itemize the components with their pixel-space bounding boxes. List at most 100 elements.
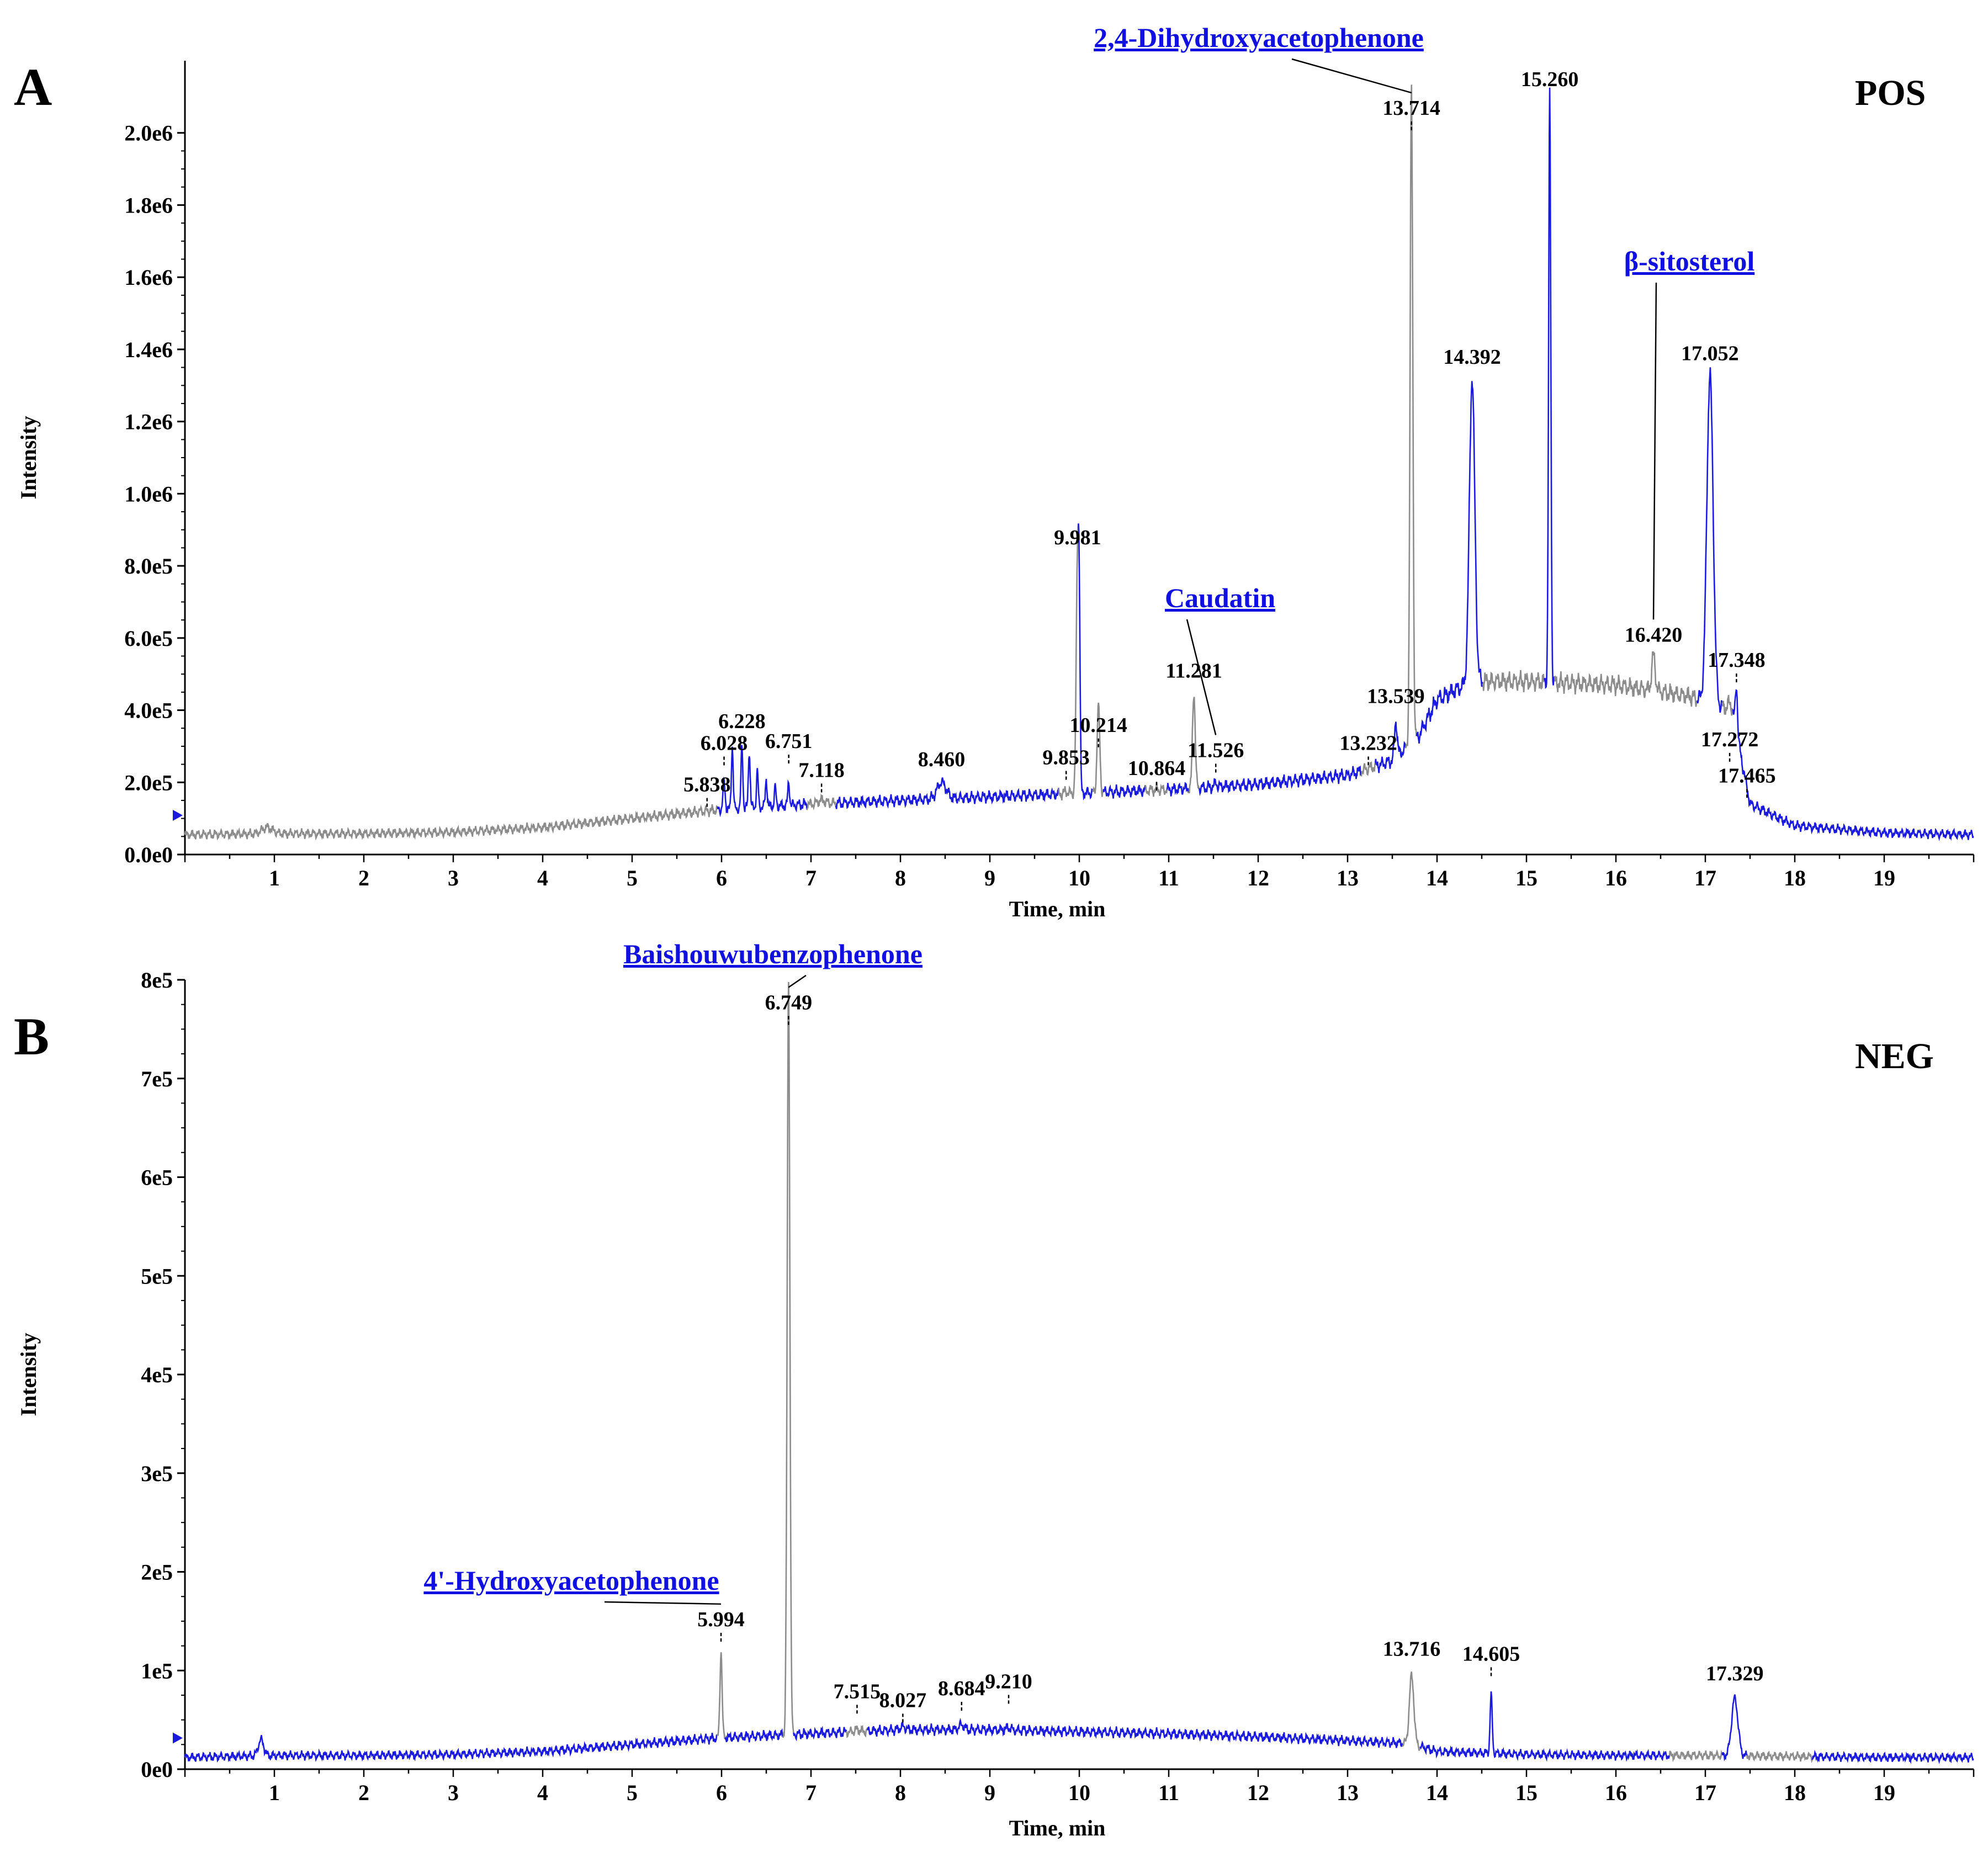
y-tick-label: 6.0e5	[124, 626, 173, 651]
y-tick-label: 2e5	[141, 1560, 173, 1585]
x-tick-label: 12	[1247, 1780, 1269, 1805]
trace-segment	[717, 745, 808, 818]
compound-pointer-line	[1652, 282, 1657, 620]
trace-segment	[716, 1652, 726, 1739]
x-tick-label: 14	[1426, 866, 1448, 890]
compound-name-label: 2,4-Dihydroxyacetophenone	[1094, 22, 1424, 53]
compound-name-label: β-sitosterol	[1624, 246, 1755, 277]
y-tick-label: 1e5	[141, 1658, 173, 1683]
x-tick-label: 13	[1337, 866, 1359, 890]
peak-retention-label: 6.749	[765, 991, 813, 1015]
x-tick-label: 2	[358, 1780, 369, 1805]
peak-retention-label: 5.994	[697, 1608, 745, 1631]
trace-segment	[184, 1732, 718, 1763]
y-tick-label: 1.4e6	[124, 337, 173, 362]
x-tick-label: 10	[1068, 866, 1090, 890]
trace-segment	[1668, 1749, 1723, 1763]
y-tick-label: 8.0e5	[124, 554, 173, 579]
peak-retention-label: 13.232	[1339, 731, 1397, 755]
x-tick-label: 3	[448, 866, 459, 890]
peak-retention-label: 14.605	[1462, 1642, 1520, 1665]
x-tick-label: 14	[1426, 1780, 1448, 1805]
x-tick-label: 6	[716, 1780, 727, 1805]
peak-retention-label: 11.526	[1188, 739, 1244, 762]
x-tick-label: 11	[1158, 866, 1179, 890]
trace-segment	[806, 793, 836, 811]
trace-segment	[1402, 1671, 1422, 1751]
peak-retention-label: 7.118	[798, 758, 844, 782]
x-tick-label: 1	[269, 1780, 280, 1805]
trace-segment	[1554, 651, 1698, 707]
peak-retention-label: 8.027	[879, 1689, 927, 1712]
x-axis-title: Time, min	[1009, 896, 1106, 921]
baseline-marker-icon	[173, 1732, 183, 1744]
x-tick-label: 1	[269, 866, 280, 890]
y-tick-label: 3e5	[141, 1461, 173, 1486]
panel-a-pos-chromatogram: A POS 0.0e0 2.0e5 4.0e5 6.0e5 8.0e5 1.0e6 1.2e6 1…	[14, 22, 1975, 921]
x-tick-label: 7	[805, 1780, 817, 1805]
compound-name-label: 4'-Hydroxyacetophenone	[423, 1565, 719, 1596]
peak-retention-label: 9.853	[1042, 746, 1090, 770]
trace-segment	[724, 1728, 783, 1743]
ionization-mode-label: NEG	[1855, 1036, 1934, 1076]
x-tick-label: 13	[1337, 1780, 1359, 1805]
y-tick-label: 5e5	[141, 1264, 173, 1288]
panel-letter: A	[14, 57, 52, 116]
x-tick-label: 18	[1784, 1780, 1806, 1805]
x-tick-label: 8	[895, 1780, 906, 1805]
trace-segment	[1419, 1691, 1671, 1762]
y-tick-label: 0e0	[141, 1757, 173, 1782]
x-tick-label: 17	[1694, 866, 1716, 890]
trace-segment	[845, 1724, 868, 1738]
x-tick-label: 4	[537, 866, 548, 890]
y-tick-label: 6e5	[141, 1165, 173, 1190]
peak-retention-label: 6.028	[701, 731, 748, 755]
panel-letter: B	[14, 1007, 49, 1066]
x-tick-label: 9	[984, 1780, 995, 1805]
y-tick-label: 0.0e0	[124, 842, 173, 867]
x-tick-label: 19	[1873, 1780, 1895, 1805]
peak-retention-label: 7.515	[834, 1680, 881, 1703]
y-tick-label: 2.0e5	[124, 770, 173, 795]
x-tick-label: 8	[895, 866, 906, 890]
x-tick-label: 15	[1515, 1780, 1538, 1805]
trace-segment	[1078, 523, 1093, 800]
y-tick-label: 4.0e5	[124, 698, 173, 723]
x-tick-label: 11	[1158, 1780, 1179, 1805]
trace-segment	[1405, 84, 1417, 749]
peak-retention-label: 6.228	[718, 710, 766, 733]
compound-name-label: Baishouwubenzophenone	[623, 938, 923, 969]
x-tick-label: 5	[627, 1780, 638, 1805]
y-tick-label: 1.8e6	[124, 193, 173, 217]
y-tick-label: 2.0e6	[124, 121, 173, 146]
peak-retention-label: 16.420	[1625, 623, 1683, 646]
peak-retention-label: 10.864	[1128, 757, 1186, 780]
peak-retention-label: 11.281	[1165, 660, 1222, 683]
x-tick-label: 5	[627, 866, 638, 890]
peak-retention-label: 17.465	[1718, 764, 1776, 787]
trace-segment	[1374, 721, 1407, 773]
chromatogram-trace	[184, 981, 1974, 1764]
x-tick-label: 4	[537, 1780, 548, 1805]
y-tick-label: 1.0e6	[124, 481, 173, 506]
trace-segment	[1102, 784, 1147, 799]
peak-retention-label: 17.272	[1701, 728, 1759, 751]
trace-segment	[1166, 782, 1189, 797]
trace-segment	[866, 1718, 1403, 1748]
trace-segment	[1746, 1750, 1813, 1764]
compound-pointer-line	[788, 974, 807, 988]
peak-retention-label: 13.539	[1367, 684, 1425, 708]
ionization-mode-label: POS	[1855, 73, 1926, 113]
x-tick-label: 2	[358, 866, 369, 890]
trace-segment	[1144, 782, 1168, 797]
y-tick-label: 1.2e6	[124, 410, 173, 434]
x-tick-label: 16	[1605, 1780, 1627, 1805]
trace-segment	[184, 804, 718, 841]
compound-name-label: Caudatin	[1165, 582, 1275, 613]
x-tick-label: 7	[805, 866, 817, 890]
y-tick-label: 8e5	[141, 968, 173, 993]
chromatogram-trace	[184, 84, 1974, 841]
peak-retention-label: 17.052	[1681, 342, 1739, 365]
trace-segment	[1188, 697, 1200, 794]
